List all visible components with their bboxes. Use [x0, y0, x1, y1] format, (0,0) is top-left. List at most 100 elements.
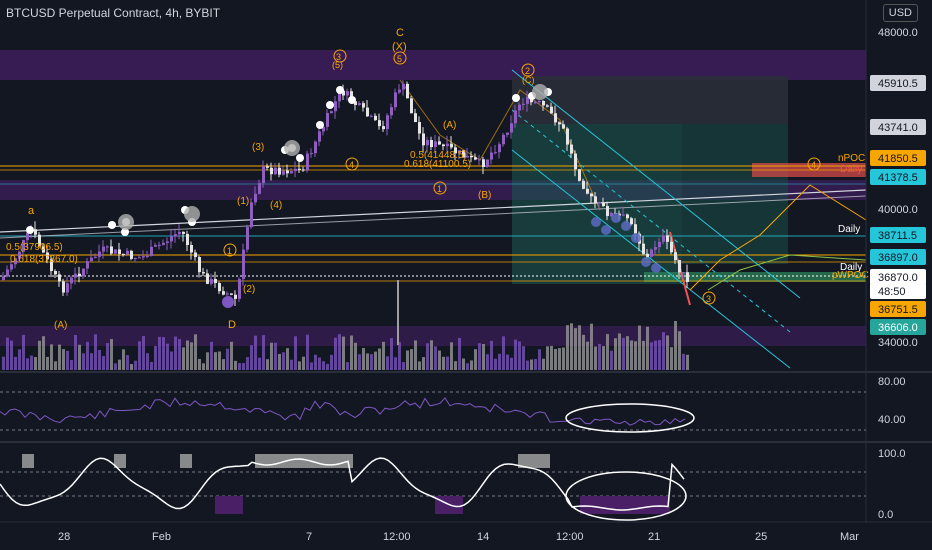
candle-body — [14, 258, 17, 265]
volume-bar — [642, 340, 645, 370]
volume-bar — [478, 343, 481, 370]
wave-label: (1) — [237, 196, 249, 207]
signal-marker — [651, 263, 661, 273]
price-label-bg — [870, 150, 926, 166]
weekly-label: pWPOC — [832, 270, 869, 281]
time-tick: 14 — [477, 531, 489, 543]
candle-body — [274, 167, 277, 175]
price-axis[interactable]: 48000.0 40000.0 34000.0 — [878, 27, 918, 349]
volume-bar — [42, 336, 45, 370]
currency-button[interactable]: USD — [882, 4, 918, 22]
volume-bar — [330, 354, 333, 370]
volume-bar — [402, 361, 405, 370]
candle-body — [478, 159, 481, 161]
candle-body — [366, 107, 369, 117]
candle-body — [622, 214, 625, 216]
volume-bar — [318, 357, 321, 370]
volume-bar — [66, 350, 69, 370]
volume-bar — [198, 358, 201, 370]
signal-marker — [532, 84, 548, 100]
stoch-axis[interactable]: 100.0 0.0 — [878, 448, 906, 521]
candle-body — [490, 152, 493, 160]
volume-bar — [462, 358, 465, 370]
rsi-axis[interactable]: 80.00 40.00 — [878, 376, 906, 426]
volume-bar — [454, 361, 457, 370]
signal-marker — [601, 225, 611, 235]
rsi-highlight — [565, 403, 695, 433]
time-tick: 21 — [648, 531, 660, 543]
volume-bar — [218, 351, 221, 370]
volume-bar — [162, 337, 165, 370]
stoch-overbought-block — [518, 454, 550, 468]
candle-body — [674, 252, 677, 261]
volume-bar — [82, 353, 85, 370]
candle-body — [94, 256, 97, 258]
volume-bar — [98, 349, 101, 370]
time-axis[interactable]: 28 Feb 7 12:00 14 12:00 21 25 Mar — [58, 531, 859, 543]
candle-body — [202, 272, 205, 274]
volume-bar — [634, 341, 637, 370]
volume-bar — [146, 353, 149, 370]
candle-body — [114, 249, 117, 254]
volume-bar — [86, 341, 89, 370]
stoch-overbought-block — [255, 454, 353, 468]
candle-body — [82, 268, 85, 277]
wave-labels: a 3 (5) C (X) 5 2 (C) 4 (4) (3) (1) (2) … — [28, 27, 821, 331]
volume-bar — [470, 360, 473, 370]
candle-body — [342, 90, 345, 96]
candle-body — [658, 241, 661, 248]
candle-body — [182, 231, 185, 234]
volume-bar — [646, 326, 649, 370]
candle-body — [258, 183, 261, 194]
volume-bar — [346, 362, 349, 370]
volume-bar — [242, 363, 245, 370]
time-tick: Feb — [152, 531, 171, 543]
rsi-pane[interactable] — [0, 391, 866, 433]
volume-bar — [610, 350, 613, 370]
candle-body — [354, 101, 357, 105]
candle-body — [62, 281, 65, 293]
volume-bar — [658, 340, 661, 370]
volume-bar — [654, 340, 657, 370]
candle-body — [634, 224, 637, 234]
volume-bar — [186, 340, 189, 370]
wave-circle — [333, 49, 347, 63]
price-labels: 45910.5 43741.0 41850.5 41378.5 38711.5 36897… — [870, 75, 926, 335]
channel-line — [511, 69, 801, 299]
volume-bar — [502, 336, 505, 370]
fib-label: 0.5(41448.5) — [410, 150, 467, 161]
volume-bar — [150, 361, 153, 370]
candle-body — [562, 124, 565, 129]
volume-bar — [522, 346, 525, 370]
candle-body — [462, 150, 465, 158]
volume-bar — [114, 363, 117, 370]
candle-body — [546, 105, 549, 107]
volume-bar — [78, 344, 81, 370]
candle-body — [450, 143, 453, 148]
symbol-title[interactable]: BTCUSD Perpetual Contract, 4h, BYBIT — [6, 6, 221, 20]
volume-bars — [2, 280, 689, 370]
candle-body — [294, 168, 297, 172]
candle-body — [102, 246, 105, 252]
volume-bar — [2, 356, 5, 370]
candle-body — [46, 252, 49, 260]
volume-bar — [414, 340, 417, 370]
signal-marker — [631, 233, 641, 243]
candle-body — [222, 291, 225, 295]
volume-bar — [6, 337, 9, 370]
volume-bar — [554, 348, 557, 370]
target-zone-lower — [644, 272, 866, 282]
candle-body — [510, 123, 513, 133]
volume-bar — [550, 345, 553, 370]
volume-bar — [250, 345, 253, 370]
time-tick: 12:00 — [383, 531, 411, 543]
signal-marker — [284, 140, 300, 156]
candle-body — [226, 293, 229, 295]
volume-bar — [22, 334, 25, 370]
candle-body — [106, 246, 109, 248]
volume-bar — [234, 360, 237, 370]
candle-body — [66, 283, 69, 293]
stoch-pane[interactable] — [0, 454, 866, 521]
fib-label: 0.618(37367.0) — [10, 254, 78, 265]
